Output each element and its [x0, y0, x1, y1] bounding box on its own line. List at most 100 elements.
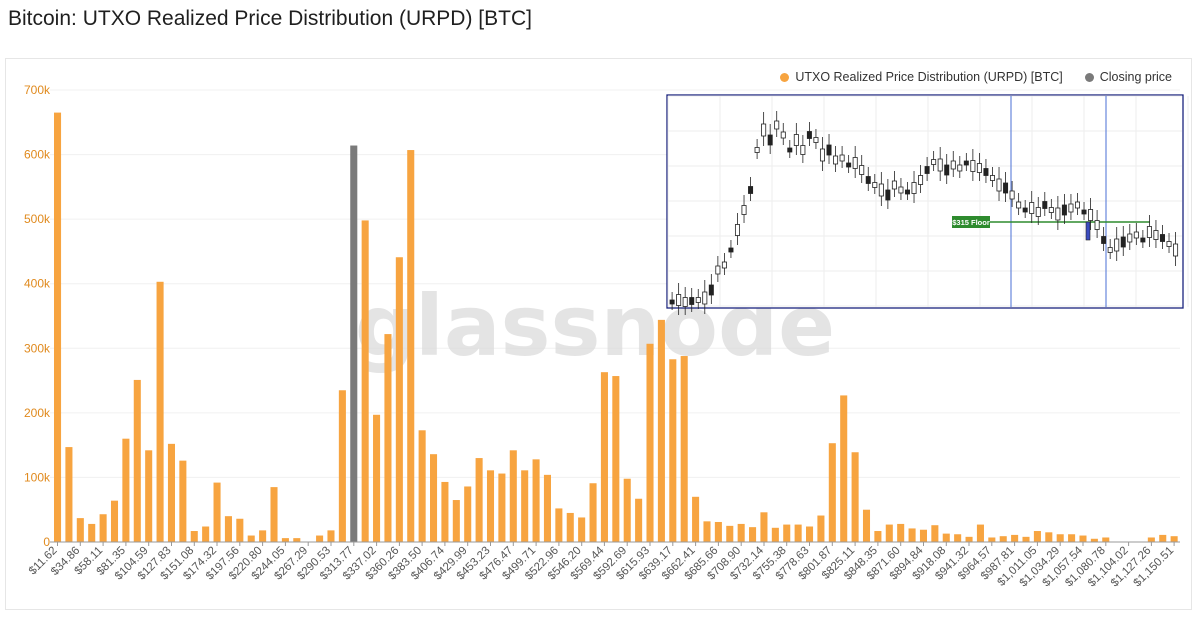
urpd-bar[interactable] [156, 281, 164, 542]
urpd-bar[interactable] [395, 257, 403, 542]
urpd-bar[interactable] [110, 500, 119, 542]
urpd-bar[interactable] [236, 518, 244, 542]
urpd-bar[interactable] [589, 483, 597, 542]
urpd-bar[interactable] [862, 509, 871, 542]
urpd-bar[interactable] [373, 414, 381, 542]
urpd-bar[interactable] [1079, 535, 1087, 542]
urpd-bar[interactable] [817, 515, 825, 542]
urpd-bar[interactable] [54, 112, 62, 542]
urpd-bar[interactable] [1011, 534, 1019, 542]
urpd-bar[interactable] [475, 458, 483, 542]
urpd-bar[interactable] [737, 523, 745, 542]
urpd-bar[interactable] [521, 470, 529, 542]
urpd-bar[interactable] [657, 319, 665, 542]
legend-item-closing-price[interactable]: Closing price [1084, 70, 1172, 84]
urpd-bar[interactable] [806, 526, 814, 543]
urpd-bar[interactable] [464, 486, 472, 542]
urpd-bar[interactable] [1159, 534, 1167, 542]
urpd-bar[interactable] [874, 531, 882, 542]
closing-price-bar[interactable] [350, 145, 358, 542]
urpd-bar[interactable] [578, 517, 586, 542]
urpd-bar[interactable] [726, 525, 734, 542]
urpd-bar[interactable] [76, 518, 84, 542]
urpd-bar[interactable] [509, 450, 517, 542]
urpd-bar[interactable] [669, 359, 677, 542]
urpd-bar[interactable] [133, 379, 141, 542]
urpd-bar[interactable] [224, 516, 232, 542]
urpd-bar[interactable] [988, 537, 996, 542]
urpd-bar[interactable] [1090, 538, 1098, 542]
urpd-bar[interactable] [1147, 537, 1155, 542]
urpd-bar[interactable] [1170, 536, 1178, 542]
urpd-bar[interactable] [316, 535, 324, 542]
urpd-bar[interactable] [771, 527, 779, 542]
urpd-bar[interactable] [612, 376, 620, 542]
urpd-bar[interactable] [908, 528, 916, 542]
candle-body [1101, 236, 1107, 244]
urpd-bar[interactable] [122, 438, 130, 542]
urpd-bar[interactable] [430, 454, 438, 542]
urpd-bar[interactable] [760, 512, 768, 542]
urpd-bar[interactable] [145, 450, 153, 542]
urpd-bar[interactable] [931, 525, 939, 542]
urpd-bar[interactable] [954, 534, 962, 542]
urpd-bar[interactable] [783, 524, 791, 542]
urpd-bar[interactable] [532, 459, 540, 542]
urpd-bar[interactable] [566, 512, 574, 542]
urpd-bar[interactable] [1033, 531, 1041, 542]
urpd-bar[interactable] [407, 150, 415, 543]
urpd-bar[interactable] [680, 356, 688, 542]
urpd-bar[interactable] [749, 527, 757, 542]
urpd-bar[interactable] [418, 430, 426, 542]
urpd-bar[interactable] [190, 531, 198, 542]
urpd-bar[interactable] [646, 343, 654, 542]
y-tick-label: 700k [24, 83, 51, 97]
urpd-bar[interactable] [384, 334, 392, 542]
urpd-bar[interactable] [851, 452, 859, 542]
urpd-bar[interactable] [919, 529, 927, 542]
urpd-bar[interactable] [942, 533, 950, 542]
urpd-bar[interactable] [441, 481, 449, 542]
urpd-bar[interactable] [635, 498, 643, 542]
urpd-bar[interactable] [965, 536, 973, 542]
urpd-bar[interactable] [99, 514, 107, 542]
urpd-bar[interactable] [999, 536, 1007, 542]
urpd-bar[interactable] [703, 521, 711, 542]
urpd-bar[interactable] [167, 443, 175, 542]
urpd-bar[interactable] [1102, 537, 1110, 542]
urpd-bar[interactable] [794, 524, 802, 542]
urpd-bar[interactable] [897, 523, 905, 542]
legend-item-urpd[interactable]: UTXO Realized Price Distribution (URPD) … [780, 70, 1063, 84]
urpd-bar[interactable] [498, 473, 506, 542]
urpd-bar[interactable] [543, 474, 551, 542]
urpd-bar[interactable] [281, 538, 289, 542]
urpd-bar[interactable] [976, 524, 984, 542]
urpd-bar[interactable] [88, 523, 96, 542]
urpd-bar[interactable] [213, 482, 221, 542]
urpd-bar[interactable] [247, 535, 255, 542]
urpd-bar[interactable] [1045, 532, 1053, 542]
urpd-bar[interactable] [1022, 536, 1030, 542]
urpd-bar[interactable] [714, 521, 722, 542]
urpd-bar[interactable] [828, 443, 836, 542]
urpd-bar[interactable] [623, 478, 631, 542]
urpd-bar[interactable] [293, 538, 301, 542]
urpd-bar[interactable] [338, 390, 346, 542]
urpd-bar[interactable] [179, 460, 187, 542]
urpd-bar[interactable] [65, 447, 73, 542]
urpd-bar[interactable] [202, 526, 210, 543]
urpd-bar[interactable] [1068, 534, 1076, 542]
urpd-bar[interactable] [270, 487, 278, 542]
urpd-bar[interactable] [486, 470, 495, 542]
urpd-bar[interactable] [361, 220, 369, 542]
urpd-bar[interactable] [840, 395, 848, 542]
urpd-bar[interactable] [1056, 534, 1064, 542]
urpd-bar[interactable] [327, 530, 335, 542]
urpd-bar[interactable] [692, 496, 700, 542]
candle-body [846, 162, 852, 168]
urpd-bar[interactable] [885, 524, 893, 542]
urpd-bar[interactable] [452, 500, 460, 542]
urpd-bar[interactable] [555, 508, 563, 542]
urpd-bar[interactable] [259, 530, 267, 542]
urpd-bar[interactable] [600, 372, 608, 542]
